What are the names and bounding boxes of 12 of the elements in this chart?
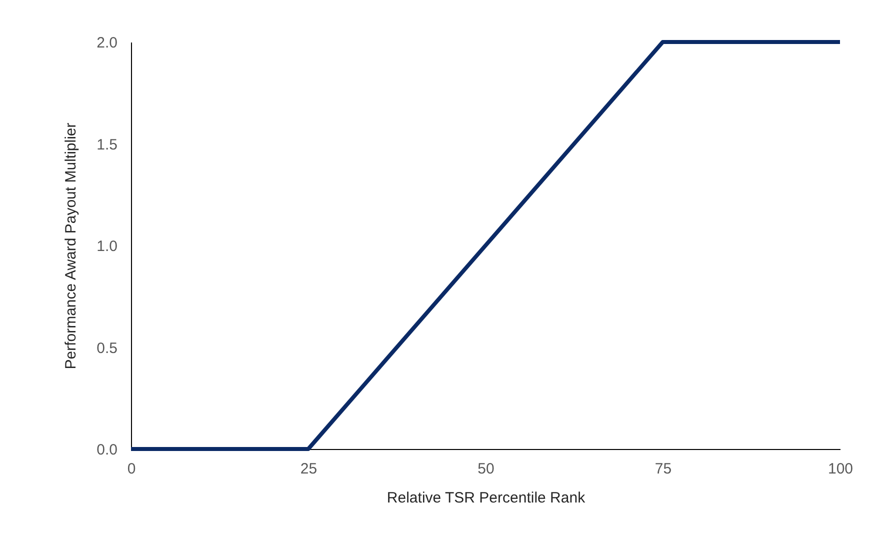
y-tick-label: 0.0 bbox=[96, 442, 118, 458]
y-axis-title: Performance Award Payout Multiplier bbox=[62, 122, 80, 370]
y-tick-label: 1.0 bbox=[96, 238, 118, 255]
x-tick-label: 25 bbox=[300, 460, 318, 478]
y-tick-label: 1.5 bbox=[96, 136, 118, 154]
x-tick-label: 100 bbox=[828, 460, 854, 478]
y-tick-label: 0.5 bbox=[96, 340, 118, 357]
y-tick-label: 2.0 bbox=[96, 34, 118, 52]
x-axis-title: Relative TSR Percentile Rank bbox=[386, 490, 586, 506]
x-tick-label: 75 bbox=[654, 460, 672, 478]
x-tick-label: 50 bbox=[478, 460, 494, 478]
x-tick-label: 0 bbox=[127, 460, 136, 478]
